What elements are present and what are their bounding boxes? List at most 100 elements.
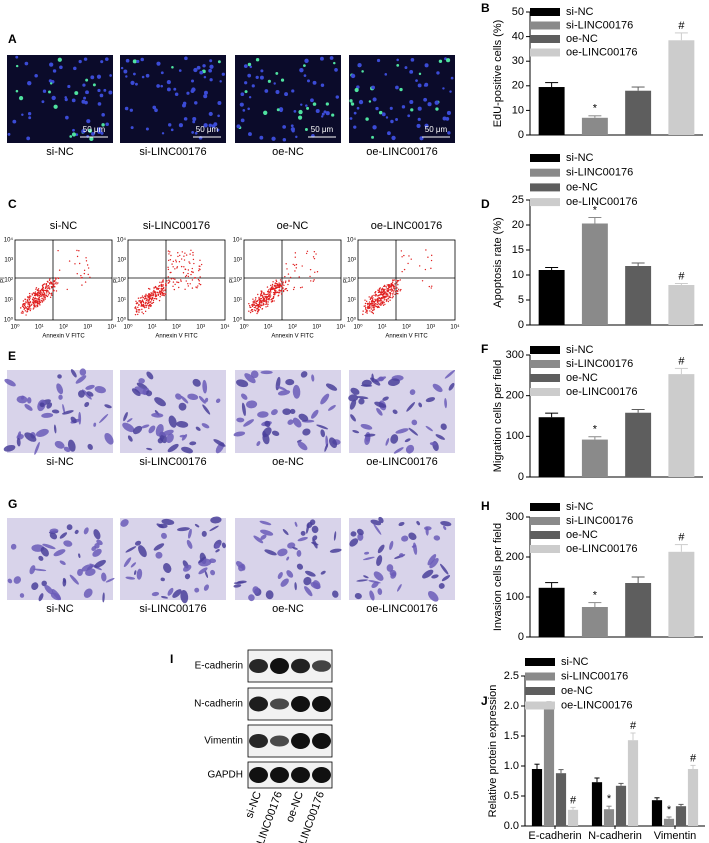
event-dot	[162, 290, 164, 292]
event-dot	[287, 283, 289, 286]
cell-nucleus	[51, 95, 56, 101]
event-dot	[158, 284, 161, 287]
event-dot	[407, 262, 409, 265]
event-dot	[156, 291, 158, 294]
cell-nucleus	[193, 67, 198, 73]
event-dot	[57, 277, 60, 280]
cell-nucleus	[166, 80, 171, 85]
stained-cell	[127, 435, 133, 442]
cell-nucleus	[59, 65, 63, 70]
event-dot	[275, 279, 277, 281]
stained-cell	[233, 584, 242, 588]
cell-nucleus	[208, 123, 213, 128]
event-dot	[428, 285, 431, 288]
event-dot	[35, 293, 37, 295]
event-dot	[403, 268, 406, 271]
event-dot	[255, 304, 258, 307]
cell-nucleus	[103, 88, 107, 92]
event-dot	[262, 302, 265, 305]
y-tick-label: 5	[518, 294, 524, 306]
bar	[531, 769, 543, 826]
event-dot	[390, 282, 393, 285]
stained-cell	[422, 569, 434, 579]
event-dot	[32, 301, 35, 304]
event-dot	[179, 254, 181, 257]
event-dot	[184, 268, 186, 270]
cell-nucleus	[297, 115, 303, 120]
event-dot	[382, 300, 384, 303]
event-dot	[48, 288, 51, 290]
stained-cell	[161, 532, 167, 539]
panel-label: E	[8, 349, 16, 363]
event-dot	[312, 280, 315, 282]
cell-nucleus	[442, 116, 447, 121]
x-tick-label: 10¹	[35, 325, 44, 331]
cell-nucleus	[449, 90, 452, 93]
cell-nucleus	[389, 106, 393, 110]
event-dot	[271, 285, 274, 287]
blot-band	[291, 767, 310, 783]
y-tick-label: 200	[506, 390, 524, 402]
event-dot	[52, 280, 55, 282]
event-dot	[175, 261, 178, 263]
event-dot	[76, 249, 78, 252]
event-dot	[248, 310, 250, 312]
x-tick-label: 10⁰	[123, 324, 133, 331]
cell-nucleus	[417, 106, 422, 111]
cell-nucleus	[53, 104, 58, 109]
stained-cell	[42, 543, 56, 550]
stained-cell	[181, 434, 188, 441]
y-tick-label: 10²	[233, 278, 242, 284]
event-dot	[40, 300, 43, 302]
event-dot	[142, 303, 145, 306]
event-dot	[52, 290, 54, 292]
stained-cell	[203, 584, 209, 591]
event-dot	[382, 304, 385, 306]
cell-nucleus	[92, 83, 96, 87]
cell-nucleus	[276, 108, 280, 112]
event-dot	[153, 286, 155, 289]
event-dot	[48, 292, 51, 295]
event-dot	[260, 293, 262, 295]
event-dot	[172, 281, 175, 283]
stained-cell	[131, 388, 141, 396]
stained-cell	[363, 575, 369, 579]
stained-cell	[99, 413, 109, 424]
y-tick-label: 40	[512, 31, 524, 43]
cell-nucleus	[178, 69, 182, 72]
stained-cell	[302, 428, 311, 436]
event-dot	[35, 298, 38, 300]
stained-cell	[49, 528, 59, 533]
stained-cell	[387, 378, 400, 386]
event-dot	[41, 284, 44, 287]
stained-cell	[192, 378, 201, 387]
event-dot	[33, 300, 35, 302]
event-dot	[269, 295, 271, 297]
cell-nucleus	[78, 59, 82, 64]
stained-cell	[151, 412, 164, 418]
bar	[625, 266, 652, 325]
cell-nucleus	[219, 80, 222, 83]
image-caption: si-NC	[46, 146, 74, 158]
cell-nucleus	[88, 128, 93, 133]
image-caption: oe-NC	[272, 146, 304, 158]
event-dot	[153, 297, 156, 300]
cell-nucleus	[361, 70, 364, 73]
bar	[538, 87, 565, 135]
event-dot	[140, 305, 142, 307]
event-dot	[168, 280, 171, 283]
stained-cell	[374, 401, 387, 408]
event-dot	[183, 266, 185, 268]
micrograph	[7, 55, 113, 143]
y-tick-label: 300	[506, 349, 524, 361]
event-dot	[76, 273, 78, 275]
event-dot	[154, 295, 156, 297]
event-dot	[388, 284, 391, 286]
event-dot	[35, 288, 37, 290]
event-dot	[177, 252, 179, 254]
event-dot	[266, 305, 269, 307]
event-dot	[366, 302, 369, 305]
cell-nucleus	[354, 87, 359, 93]
cell-nucleus	[27, 112, 32, 116]
event-dot	[187, 285, 190, 287]
